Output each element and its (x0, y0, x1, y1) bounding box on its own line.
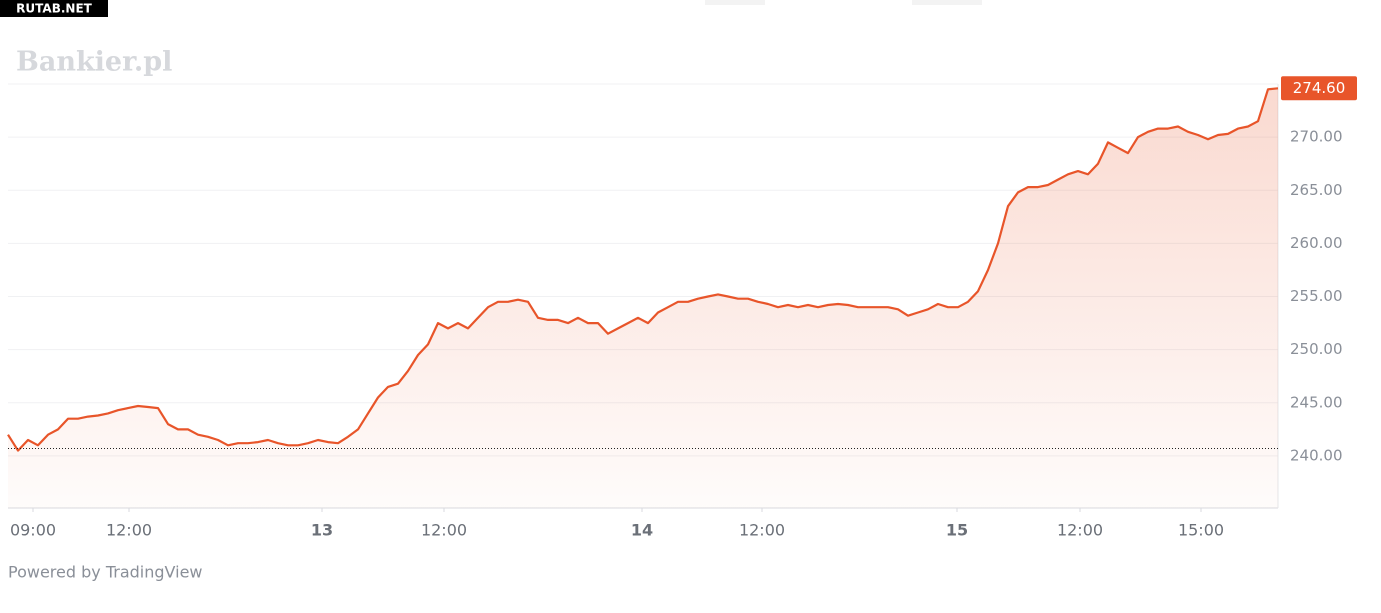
x-tick-label: 12:00 (421, 521, 467, 540)
plot: 240.00 245.00 250.00 255.00 260.00 265.00 270.… (7, 76, 1357, 540)
y-tick-label: 255.00 (1290, 287, 1343, 305)
last-price-box (1281, 76, 1357, 101)
y-tick-label: 260.00 (1290, 234, 1343, 252)
badge-bg (0, 0, 108, 17)
last-price-label: 274.60 (1293, 79, 1346, 97)
deco (705, 0, 765, 5)
deco (912, 0, 982, 5)
y-tick-label: 270.00 (1290, 128, 1343, 146)
brand: Bankier.pl (16, 47, 172, 78)
y-tick-label: 250.00 (1290, 340, 1343, 358)
footer: Powered by TradingView (8, 563, 203, 582)
x-tick-label: 12:00 (1057, 521, 1103, 540)
price-line (7, 87, 1279, 452)
x-tick-label: 13 (311, 521, 333, 540)
y-tick-label: 245.00 (1290, 393, 1343, 411)
badge: RUTAB.NET (16, 2, 92, 16)
y-tick-label: 265.00 (1290, 181, 1343, 199)
x-tick-label: 15 (946, 521, 968, 540)
x-tick-label: 12:00 (739, 521, 785, 540)
x-tick-label: 09:00 (10, 521, 56, 540)
x-tick-label: 14 (631, 521, 653, 540)
area (8, 88, 1278, 509)
x-tick-label: 15:00 (1178, 521, 1224, 540)
x-tick-label: 12:00 (106, 521, 152, 540)
y-tick-label: 240.00 (1290, 446, 1343, 464)
